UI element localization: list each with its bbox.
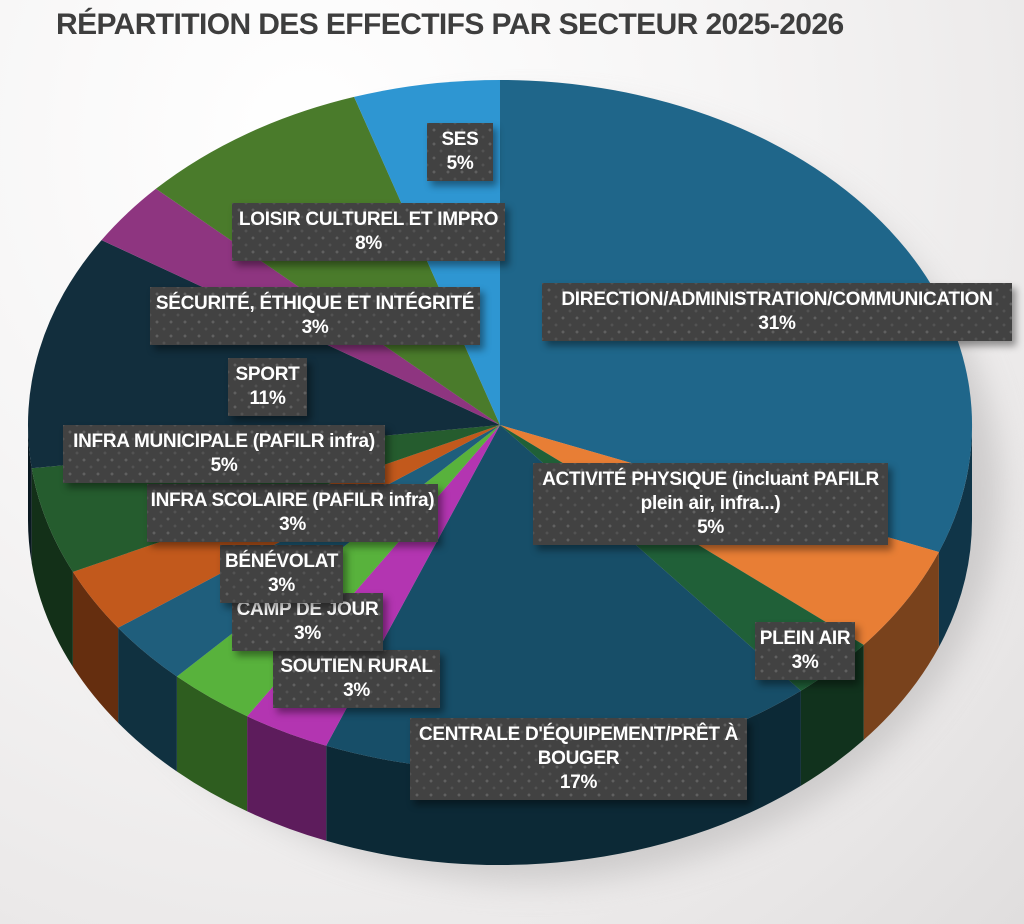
callout-label: SES bbox=[441, 129, 479, 150]
pie-slice-centrale-equipement-pret-a-bouger bbox=[326, 425, 801, 771]
callout-percent: 11% bbox=[249, 387, 286, 409]
callout-label: SPORT bbox=[235, 364, 300, 385]
callout-percent: 5% bbox=[446, 152, 474, 174]
callout-soutien-rural: SOUTIEN RURAL 3% bbox=[273, 650, 440, 708]
callout-label: INFRA SCOLAIRE (PAFILR infra) bbox=[150, 490, 435, 511]
chart-title: RÉPARTITION DES EFFECTIFS PAR SECTEUR 20… bbox=[56, 8, 844, 41]
callout-percent: 31% bbox=[758, 312, 796, 334]
callout-centrale-equipement-pret-a-bouger: CENTRALE D'ÉQUIPEMENT/PRÊT À BOUGER 17% bbox=[410, 718, 747, 800]
callout-sport: SPORT 11% bbox=[228, 358, 307, 416]
pie-slice-sport-side bbox=[27, 425, 32, 564]
callout-label: CENTRALE D'ÉQUIPEMENT/PRÊT À BOUGER bbox=[418, 724, 739, 769]
callout-label: INFRA MUNICIPALE (PAFILR infra) bbox=[73, 431, 375, 452]
callout-percent: 17% bbox=[559, 771, 598, 793]
callout-percent: 3% bbox=[279, 513, 306, 535]
callout-infra-scolaire: INFRA SCOLAIRE (PAFILR infra) 3% bbox=[147, 484, 438, 542]
callout-percent: 5% bbox=[697, 516, 724, 538]
pie-slice-direction-administration-communication-side bbox=[938, 425, 972, 647]
callout-percent: 8% bbox=[355, 232, 382, 254]
callout-label: PLEIN AIR bbox=[759, 628, 851, 649]
callout-label: ACTIVITÉ PHYSIQUE (incluant PAFILR plein… bbox=[542, 469, 879, 514]
callout-camp-de-jour: CAMP DE JOUR 3% bbox=[232, 593, 383, 651]
callout-label: LOISIR CULTUREL ET IMPRO bbox=[238, 209, 499, 230]
callout-direction-administration-communication: DIRECTION/ADMINISTRATION/COMMUNICATION 31… bbox=[542, 283, 1012, 341]
pie-slice-loisir-culturel-impro bbox=[155, 96, 500, 426]
callout-infra-municipale: INFRA MUNICIPALE (PAFILR infra) 5% bbox=[63, 425, 385, 483]
callout-percent: 3% bbox=[791, 651, 819, 673]
callout-activite-physique: ACTIVITÉ PHYSIQUE (incluant PAFILR plein… bbox=[533, 463, 888, 545]
callout-percent: 3% bbox=[301, 316, 329, 338]
callout-ses: SES 5% bbox=[427, 123, 493, 181]
callout-label: SÉCURITÉ, ÉTHIQUE ET INTÉGRITÉ bbox=[155, 293, 475, 314]
pie-slice-benevolat-side bbox=[118, 627, 177, 772]
callout-plein-air: PLEIN AIR 3% bbox=[755, 622, 855, 680]
pie-slice-infra-municipale-side bbox=[31, 468, 73, 667]
pie-slice-plein-air-side bbox=[800, 644, 864, 786]
callout-label: SOUTIEN RURAL bbox=[280, 656, 433, 677]
callout-percent: 3% bbox=[343, 679, 370, 701]
callout-benevolat: BÉNÉVOLAT 3% bbox=[220, 545, 343, 603]
callout-label: CAMP DE JOUR bbox=[236, 599, 379, 620]
callout-securite-ethique-integrite: SÉCURITÉ, ÉTHIQUE ET INTÉGRITÉ 3% bbox=[150, 287, 480, 345]
callout-percent: 3% bbox=[294, 622, 321, 644]
callout-label: BÉNÉVOLAT bbox=[224, 551, 339, 572]
pie-slice-activite-physique-side bbox=[863, 552, 939, 740]
pie-slice-infra-scolaire-side bbox=[72, 571, 119, 723]
callout-percent: 5% bbox=[210, 454, 238, 476]
pie-slice-soutien-rural-side bbox=[247, 716, 327, 841]
pie-slice-camp-de-jour-side bbox=[176, 676, 248, 812]
callout-loisir-culturel-impro: LOISIR CULTUREL ET IMPRO 8% bbox=[232, 203, 505, 261]
callout-label: DIRECTION/ADMINISTRATION/COMMUNICATION bbox=[561, 289, 993, 310]
pie-slice-sport bbox=[27, 240, 501, 469]
callout-percent: 3% bbox=[268, 574, 295, 596]
